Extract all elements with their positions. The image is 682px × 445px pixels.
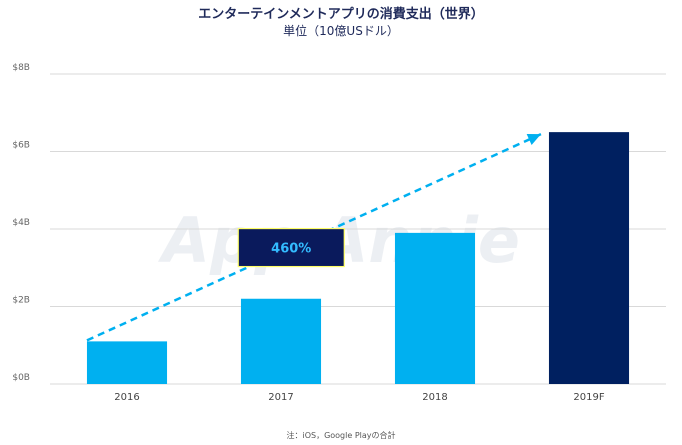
footnote: 注：iOS，Google Playの合計 — [286, 430, 395, 440]
y-tick-label: $4B — [12, 218, 30, 228]
growth-arrow-head — [526, 134, 541, 145]
bar-2016 — [86, 341, 168, 384]
y-tick-label: $0B — [12, 373, 30, 383]
chart-subtitle: 単位（10億USドル） — [283, 23, 399, 38]
x-tick-label: 2017 — [268, 392, 293, 403]
y-tick-label: $8B — [12, 63, 30, 73]
y-tick-label: $6B — [12, 141, 30, 151]
growth-callout-label: 460% — [271, 242, 311, 257]
bars-layer: 2016 2017 2018 2019F — [86, 132, 630, 403]
growth-callout-box — [237, 227, 345, 268]
chart-title: エンターテインメントアプリの消費支出（世界） — [198, 6, 484, 22]
annotation-layer: 460% — [86, 132, 542, 342]
bar-2019F — [548, 132, 630, 384]
x-tick-label: 2019F — [573, 392, 604, 403]
x-tick-label: 2016 — [114, 392, 139, 403]
x-tick-label: 2018 — [422, 392, 447, 403]
y-tick-label: $2B — [12, 296, 30, 306]
bar-2017 — [240, 298, 322, 384]
bar-2018 — [394, 232, 476, 384]
